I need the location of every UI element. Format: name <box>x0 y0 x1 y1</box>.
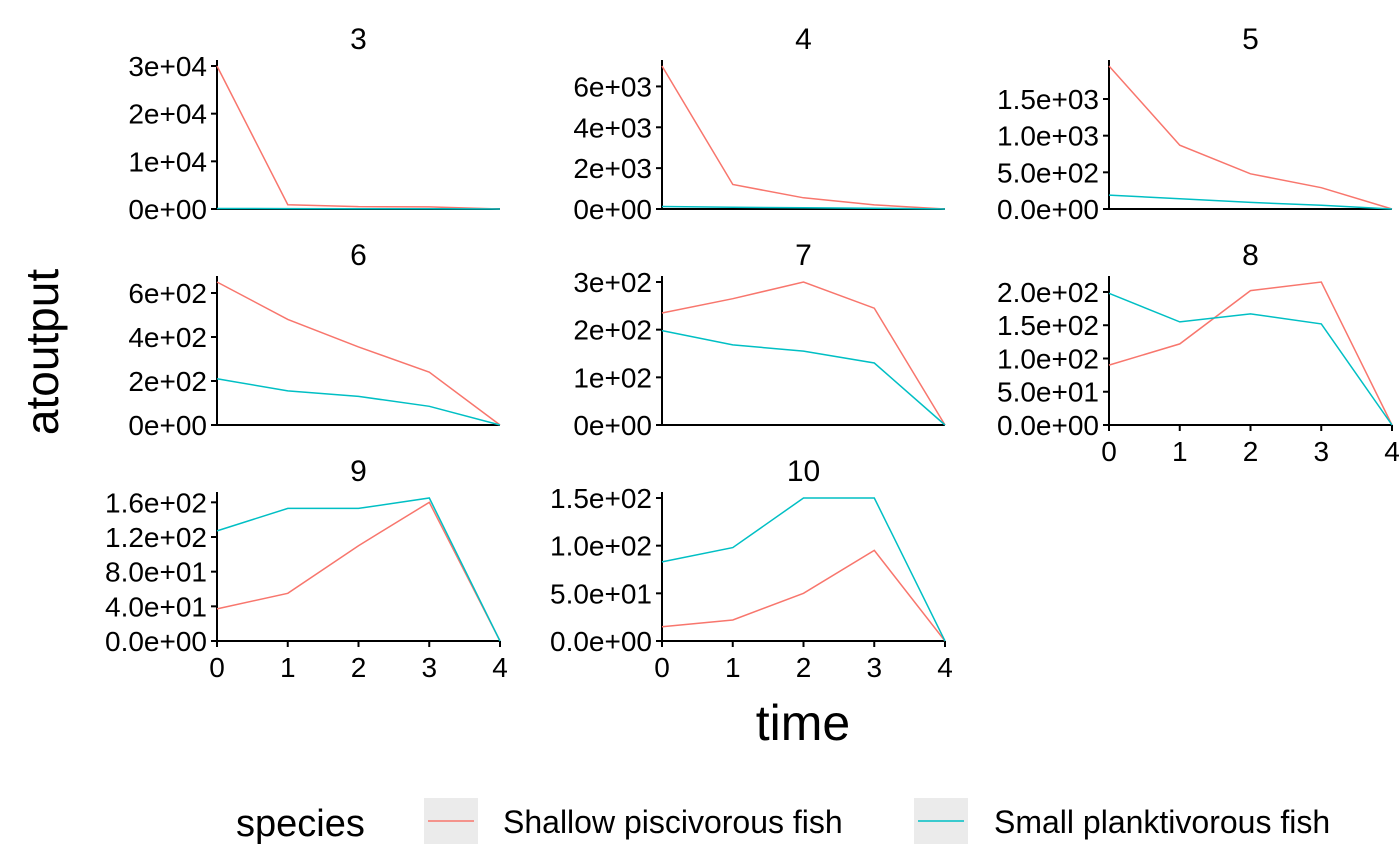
y-tick-label: 2e+02 <box>573 315 652 346</box>
legend-title: species <box>236 803 365 845</box>
y-tick-label: 1.0e+03 <box>997 121 1099 152</box>
series-line-shallow <box>661 65 946 210</box>
series-line-small <box>661 329 946 426</box>
x-tick-label: 3 <box>866 652 882 683</box>
facet-title: 3 <box>350 23 367 56</box>
facet-title: 6 <box>350 239 367 272</box>
y-tick-label: 2e+03 <box>573 153 652 184</box>
series-line-small <box>216 378 501 426</box>
legend-label-small-planktivorous: Small planktivorous fish <box>994 804 1330 840</box>
x-tick-label: 4 <box>492 652 508 683</box>
y-tick-label: 3e+02 <box>573 267 652 298</box>
y-tick-label: 0.0e+00 <box>997 194 1099 225</box>
y-tick-label: 1.5e+02 <box>997 310 1099 341</box>
x-tick-label: 3 <box>1313 436 1329 467</box>
y-tick-label: 4.0e+01 <box>105 591 207 622</box>
legend-key-small-planktivorous <box>914 798 968 844</box>
x-tick-label: 4 <box>937 652 953 683</box>
y-tick-label: 0e+00 <box>128 194 207 225</box>
series-line-small <box>216 207 501 210</box>
x-tick-label: 4 <box>1384 436 1400 467</box>
x-tick-label: 0 <box>1101 436 1117 467</box>
x-axis-label: time <box>756 695 850 751</box>
series-line-small <box>216 497 501 642</box>
y-tick-label: 4e+02 <box>128 322 207 353</box>
series-line-shallow <box>1108 281 1393 426</box>
y-axis-label: atoutput <box>16 269 68 435</box>
facet-title: 5 <box>1242 23 1259 56</box>
facet-title: 4 <box>795 23 812 56</box>
y-tick-label: 2e+04 <box>128 99 207 130</box>
y-tick-label: 0.0e+00 <box>105 626 207 657</box>
series-line-small <box>661 497 946 642</box>
x-tick-label: 2 <box>1243 436 1259 467</box>
facet-panel-5: 5 0.0e+00 5.0e+02 1.0e+03 1.5e+03 <box>997 23 1393 225</box>
y-tick-label: 5.0e+01 <box>997 377 1099 408</box>
y-tick-label: 8.0e+01 <box>105 557 207 588</box>
y-tick-label: 1.5e+02 <box>550 483 652 514</box>
series-line-shallow <box>1108 65 1393 210</box>
series-line-small <box>1108 292 1393 426</box>
y-tick-label: 1e+04 <box>128 146 207 177</box>
series-line-shallow <box>216 281 501 426</box>
x-tick-label: 0 <box>654 652 670 683</box>
facet-panel-10: 10 0.0e+00 5.0e+01 1.0e+02 1.5e+02 0 1 2 3 4 <box>550 455 953 683</box>
facet-panel-9: 9 0.0e+00 4.0e+018.0e+01 1.2e+02 1.6e+02 0 1 2 3… <box>105 455 508 683</box>
facet-title: 8 <box>1242 239 1259 272</box>
x-tick-label: 1 <box>725 652 741 683</box>
facet-panel-7: 7 0e+00 1e+02 2e+02 3e+02 <box>573 239 946 441</box>
series-line-small <box>661 205 946 210</box>
y-tick-label: 1e+02 <box>573 362 652 393</box>
facet-panel-8: 8 0.0e+005.0e+011.0e+021.5e+022.0e+02 0 1 2 3… <box>997 239 1400 467</box>
y-tick-label: 2e+02 <box>128 366 207 397</box>
y-tick-label: 5.0e+02 <box>997 157 1099 188</box>
x-tick-label: 0 <box>209 652 225 683</box>
facet-title: 7 <box>795 239 812 272</box>
y-tick-label: 6e+02 <box>128 278 207 309</box>
facet-panel-4: 4 0e+00 2e+03 4e+03 6e+03 <box>573 23 946 225</box>
y-tick-label: 3e+04 <box>128 51 207 82</box>
y-tick-label: 1.6e+02 <box>105 487 207 518</box>
series-line-shallow <box>216 65 501 210</box>
series-line-small <box>1108 194 1393 210</box>
y-tick-label: 4e+03 <box>573 112 652 143</box>
y-tick-label: 0e+00 <box>573 410 652 441</box>
y-tick-label: 1.0e+02 <box>997 343 1099 374</box>
x-tick-label: 2 <box>796 652 812 683</box>
y-tick-label: 1.5e+03 <box>997 84 1099 115</box>
facet-title: 10 <box>787 455 820 488</box>
y-tick-label: 0.0e+00 <box>997 410 1099 441</box>
x-tick-label: 1 <box>280 652 296 683</box>
y-tick-label: 0.0e+00 <box>550 626 652 657</box>
y-tick-label: 5.0e+01 <box>550 578 652 609</box>
series-line-shallow <box>216 501 501 642</box>
y-tick-label: 2.0e+02 <box>997 277 1099 308</box>
y-tick-label: 0e+00 <box>128 410 207 441</box>
x-tick-label: 2 <box>351 652 367 683</box>
y-tick-label: 0e+00 <box>573 194 652 225</box>
y-tick-label: 1.2e+02 <box>105 522 207 553</box>
y-tick-label: 6e+03 <box>573 71 652 102</box>
facet-panel-6: 6 0e+00 2e+02 4e+02 6e+02 <box>128 239 501 441</box>
series-line-shallow <box>661 549 946 642</box>
x-tick-label: 3 <box>421 652 437 683</box>
facet-title: 9 <box>350 455 367 488</box>
facet-panel-3: 3 0e+00 1e+04 2e+04 3e+04 <box>128 23 501 225</box>
y-tick-label: 1.0e+02 <box>550 531 652 562</box>
series-line-shallow <box>661 281 946 426</box>
legend-label-shallow-piscivorous: Shallow piscivorous fish <box>503 804 843 840</box>
x-tick-label: 1 <box>1172 436 1188 467</box>
legend-key-shallow-piscivorous <box>424 798 478 844</box>
